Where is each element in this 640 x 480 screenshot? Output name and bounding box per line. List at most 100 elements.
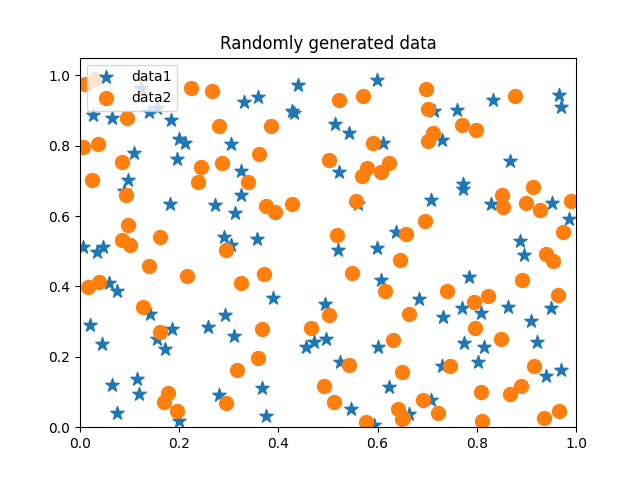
data1	[220, 233, 230, 241]
data1	[229, 333, 239, 340]
data2	[116, 236, 127, 244]
data2	[344, 361, 355, 369]
data1	[503, 303, 513, 311]
data2	[243, 178, 253, 186]
data2	[159, 398, 169, 406]
data2	[145, 262, 155, 270]
data2	[328, 398, 339, 406]
data1	[309, 338, 319, 346]
data2	[221, 246, 231, 254]
data1	[504, 157, 515, 165]
data2	[395, 256, 405, 264]
data1	[289, 109, 300, 117]
data2	[376, 168, 386, 176]
data1	[180, 139, 191, 146]
data2	[541, 250, 552, 258]
data2	[418, 396, 428, 403]
data1	[111, 287, 122, 295]
data1	[144, 108, 154, 116]
data2	[155, 328, 165, 336]
data2	[394, 405, 404, 413]
data2	[498, 203, 508, 211]
data2	[83, 283, 93, 291]
data1	[174, 135, 184, 143]
data1	[476, 310, 486, 317]
data1	[204, 323, 214, 331]
Legend: data1, data2: data1, data2	[87, 64, 177, 110]
data1	[457, 304, 467, 312]
data1	[253, 94, 263, 101]
data1	[373, 343, 383, 350]
data2	[529, 362, 539, 370]
data1	[230, 209, 240, 216]
data1	[353, 201, 364, 208]
data2	[384, 159, 394, 167]
data1	[226, 241, 236, 249]
data2	[516, 382, 527, 389]
data2	[332, 231, 342, 239]
data2	[401, 230, 412, 238]
data1	[532, 338, 542, 346]
data1	[515, 237, 525, 245]
data2	[471, 126, 481, 133]
data2	[520, 199, 531, 207]
data1	[165, 201, 175, 208]
data1	[106, 115, 116, 122]
data2	[287, 200, 298, 207]
data1	[301, 343, 311, 351]
data2	[553, 291, 563, 299]
data1	[152, 104, 163, 111]
data1	[426, 396, 436, 404]
data2	[497, 192, 508, 199]
data1	[226, 141, 236, 148]
data2	[93, 141, 103, 148]
data1	[426, 196, 436, 204]
data1	[119, 187, 129, 194]
data1	[465, 273, 475, 281]
data2	[253, 150, 264, 158]
data1	[486, 200, 496, 208]
data1	[220, 312, 230, 319]
data2	[477, 417, 487, 425]
data2	[470, 324, 480, 332]
data2	[442, 288, 452, 295]
data2	[398, 414, 408, 422]
data2	[356, 172, 367, 180]
data2	[397, 368, 407, 376]
data2	[123, 221, 133, 228]
data1	[458, 180, 468, 188]
data1	[320, 300, 330, 308]
data2	[172, 407, 182, 415]
data1	[159, 345, 170, 353]
data1	[436, 136, 447, 144]
data2	[423, 105, 433, 112]
data1	[460, 339, 470, 347]
data1	[526, 317, 536, 325]
data2	[496, 335, 506, 343]
data2	[351, 197, 362, 205]
data1	[134, 391, 145, 398]
data2	[217, 159, 227, 167]
data2	[324, 311, 334, 319]
data2	[259, 271, 269, 278]
data2	[122, 115, 132, 122]
data1	[321, 335, 331, 342]
data1	[371, 76, 381, 84]
data1	[293, 81, 303, 89]
data1	[369, 421, 379, 429]
data2	[517, 276, 527, 283]
data1	[107, 381, 117, 389]
data2	[404, 310, 414, 317]
data2	[347, 269, 357, 276]
data2	[90, 75, 100, 83]
data1	[372, 244, 382, 252]
data2	[368, 139, 378, 147]
data1	[330, 120, 340, 128]
data1	[239, 98, 249, 106]
data1	[458, 185, 468, 192]
data1	[77, 243, 88, 251]
data2	[505, 390, 515, 398]
data1	[166, 325, 177, 333]
data2	[535, 206, 545, 214]
data1	[488, 96, 498, 104]
